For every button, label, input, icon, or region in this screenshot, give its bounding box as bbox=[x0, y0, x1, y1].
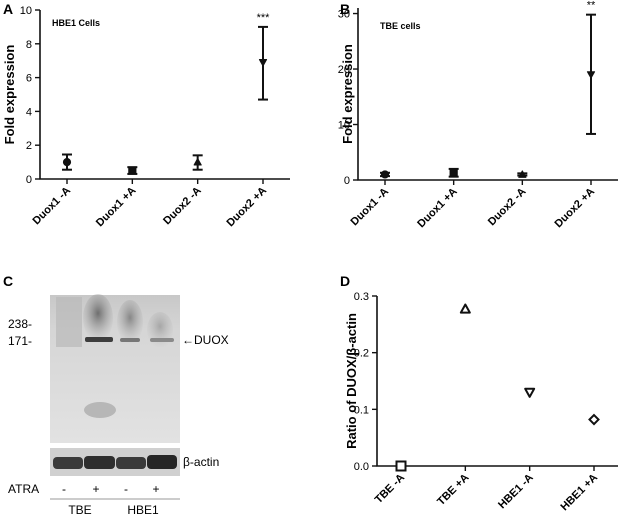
panel-letter-d: D bbox=[340, 273, 350, 289]
data-point bbox=[395, 460, 407, 472]
data-point bbox=[62, 158, 72, 167]
y-tick-label: 30 bbox=[338, 9, 350, 21]
lane-sign-2: + bbox=[92, 482, 99, 496]
atra-label: ATRA bbox=[8, 482, 39, 496]
x-tick-label: Duox2 +A bbox=[553, 186, 598, 231]
actin-band-2 bbox=[84, 456, 115, 469]
y-tick-label: 2 bbox=[26, 140, 32, 152]
lane-smear-3 bbox=[117, 300, 143, 344]
chart-a: 0 2 4 6 8 10 Fold expression Duox1 -A Duox1 +A Du… bbox=[2, 5, 290, 229]
data-point bbox=[128, 166, 137, 175]
panel-letter-c: C bbox=[3, 273, 13, 289]
chart-b: 0 10 20 30 Fold expression Duox1 -A Duox1 +A Du… bbox=[338, 0, 618, 230]
data-point bbox=[588, 413, 600, 426]
y-tick-label: 4 bbox=[26, 106, 32, 118]
y-tick-label: 8 bbox=[26, 39, 32, 51]
x-tick-label: TBE -A bbox=[373, 472, 407, 506]
data-point bbox=[380, 170, 390, 179]
y-axis-label: Fold expression bbox=[2, 45, 17, 145]
actin-label: β-actin bbox=[183, 455, 219, 469]
data-point bbox=[258, 59, 268, 67]
actin-band-4 bbox=[147, 455, 177, 469]
data-point bbox=[459, 303, 471, 314]
data-point bbox=[193, 158, 202, 166]
y-tick-label: 10 bbox=[338, 120, 350, 132]
panel-letter-b: B bbox=[340, 1, 350, 17]
x-tick-label: HBE1 -A bbox=[496, 472, 536, 512]
data-point bbox=[449, 168, 458, 177]
y-tick-label: 0.2 bbox=[354, 348, 369, 360]
x-tick-label: TBE +A bbox=[435, 472, 471, 508]
data-point bbox=[518, 170, 527, 178]
data-point bbox=[524, 387, 536, 398]
y-tick-label: 0.0 bbox=[354, 461, 369, 473]
marker-171: 171- bbox=[8, 334, 32, 348]
lane-sign-1: - bbox=[62, 482, 66, 496]
actin-band-3 bbox=[116, 457, 146, 469]
x-tick-label: Duox1 +A bbox=[415, 186, 460, 231]
lane-sign-3: - bbox=[124, 482, 128, 496]
y-tick-label: 0.3 bbox=[354, 291, 369, 303]
x-tick-label: Duox2 -A bbox=[486, 186, 529, 229]
chart-annotation: HBE1 Cells bbox=[52, 18, 100, 28]
actin-band-1 bbox=[53, 457, 83, 469]
data-point bbox=[586, 71, 596, 79]
x-tick-label: Duox2 +A bbox=[225, 185, 270, 230]
duox-band-hbe1-minus bbox=[120, 338, 140, 342]
chart-d: 0.0 0.1 0.2 0.3 Ratio of DUOX/β-actin TBE -A T… bbox=[344, 291, 618, 513]
y-tick-label: 0 bbox=[344, 175, 350, 187]
x-tick-label: HBE1 +A bbox=[559, 472, 601, 514]
y-tick-label: 6 bbox=[26, 73, 32, 85]
y-tick-label: 0.1 bbox=[354, 404, 369, 416]
y-axis-label: Fold expression bbox=[340, 44, 355, 144]
significance-label: *** bbox=[257, 12, 271, 24]
chart-annotation: TBE cells bbox=[380, 21, 421, 31]
lane-smear-1 bbox=[56, 297, 82, 347]
x-tick-label: Duox2 -A bbox=[161, 185, 204, 228]
x-tick-label: Duox1 +A bbox=[94, 185, 139, 230]
lane-smear-4 bbox=[147, 312, 173, 348]
lower-smudge bbox=[84, 402, 116, 418]
group-tbe: TBE bbox=[68, 503, 91, 517]
x-tick-label: Duox1 -A bbox=[348, 186, 391, 229]
duox-band-hbe1-plus bbox=[150, 338, 174, 342]
x-tick-label: Duox1 -A bbox=[30, 185, 73, 228]
y-axis-label: Ratio of DUOX/β-actin bbox=[344, 313, 359, 449]
panel-letter-a: A bbox=[3, 1, 13, 17]
duox-label: ←DUOX bbox=[182, 333, 229, 347]
western-blot: 238- 171- ←DUOX β-actin ATRA - + - + TBE… bbox=[8, 294, 229, 517]
marker-238: 238- bbox=[8, 317, 32, 331]
y-tick-label: 10 bbox=[20, 5, 32, 17]
significance-label: ** bbox=[587, 0, 596, 12]
duox-band-tbe-plus bbox=[85, 337, 113, 342]
lane-smear-2 bbox=[83, 294, 113, 342]
y-tick-label: 20 bbox=[338, 64, 350, 76]
lane-sign-4: + bbox=[152, 482, 159, 496]
y-tick-label: 0 bbox=[26, 174, 32, 186]
group-hbe1: HBE1 bbox=[127, 503, 159, 517]
